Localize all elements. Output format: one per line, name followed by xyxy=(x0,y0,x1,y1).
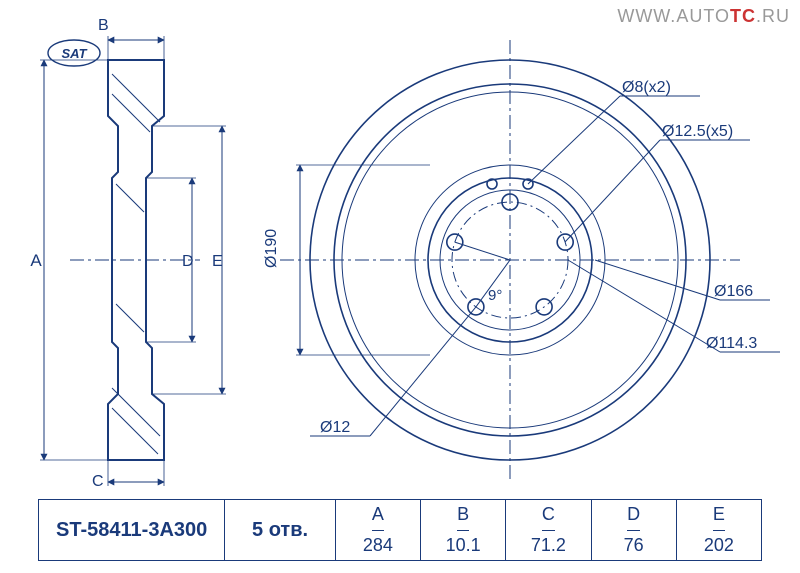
svg-text:9°: 9° xyxy=(488,287,502,304)
svg-text:Ø114.3: Ø114.3 xyxy=(706,335,757,352)
col-a: A284 xyxy=(336,500,421,560)
svg-text:B: B xyxy=(98,17,109,34)
part-number: ST-58411-3A300 xyxy=(39,500,225,560)
svg-text:Ø190: Ø190 xyxy=(263,229,280,268)
watermark: WWW.AUTOTC.RU xyxy=(617,6,790,27)
side-view: A B C D E xyxy=(30,17,226,490)
svg-text:Ø12: Ø12 xyxy=(320,419,350,436)
svg-text:D: D xyxy=(182,253,194,270)
svg-text:Ø8(x2): Ø8(x2) xyxy=(622,79,671,96)
svg-text:E: E xyxy=(212,253,223,270)
brand-logo: SAT xyxy=(46,38,102,68)
col-c: C71.2 xyxy=(506,500,591,560)
svg-text:SAT: SAT xyxy=(61,46,87,61)
svg-text:Ø12.5(x5): Ø12.5(x5) xyxy=(662,123,733,140)
drawing-canvas: 9° Ø8(x2) Ø12.5(x5) Ø166 Ø114.3 Ø12 Ø190 xyxy=(0,0,800,573)
col-b: B10.1 xyxy=(421,500,506,560)
svg-text:Ø166: Ø166 xyxy=(714,283,753,300)
dimension-table: ST-58411-3A300 5 отв. A284 B10.1 C71.2 D… xyxy=(38,499,762,561)
svg-text:A: A xyxy=(30,251,42,270)
front-view: 9° Ø8(x2) Ø12.5(x5) Ø166 Ø114.3 Ø12 Ø190 xyxy=(263,40,780,480)
col-e: E202 xyxy=(677,500,761,560)
col-d: D76 xyxy=(592,500,677,560)
holes-count: 5 отв. xyxy=(225,500,336,560)
svg-text:C: C xyxy=(92,473,104,490)
